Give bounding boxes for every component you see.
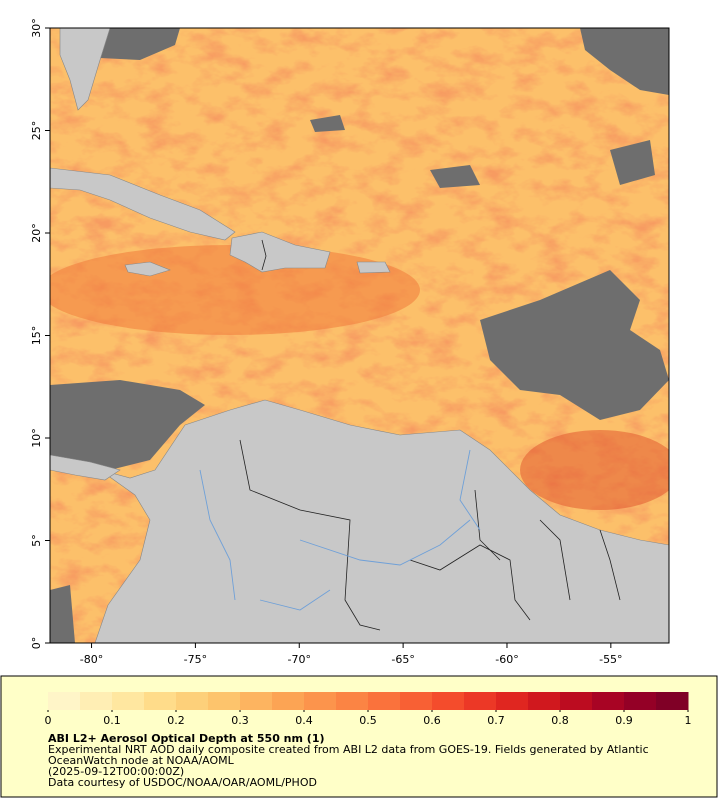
x-tick-label: -80° [80, 653, 103, 666]
colorbar-swatch [240, 692, 273, 710]
y-tick-label: 30° [30, 18, 43, 38]
aod-plume [520, 430, 669, 510]
x-tick-label: -55° [599, 653, 622, 666]
clouds [50, 28, 669, 643]
colorbar-swatch [656, 692, 689, 710]
y-tick-label: 25° [30, 121, 43, 141]
caption-line: Data courtesy of USDOC/NOAA/OAR/AOML/PHO… [48, 776, 317, 789]
y-tick-label: 15° [30, 326, 43, 346]
colorbar-swatch [272, 692, 305, 710]
y-tick-label: 5° [30, 534, 43, 547]
colorbar-tick-label: 0.5 [359, 714, 377, 727]
rivers [199, 449, 481, 611]
colorbar-tick-label: 0.8 [551, 714, 569, 727]
colorbar-swatch [400, 692, 433, 710]
colorbar-swatch [144, 692, 177, 710]
colorbar-tick-label: 0.6 [423, 714, 441, 727]
colorbar-swatch [176, 692, 209, 710]
borders [239, 239, 621, 631]
colorbar-tick-label: 0.7 [487, 714, 505, 727]
colorbar-swatch [80, 692, 113, 710]
caption-line: OceanWatch node at NOAA/AOML [48, 754, 235, 767]
x-tick-label: -60° [495, 653, 518, 666]
colorbar-tick-label: 0.1 [103, 714, 121, 727]
x-tick-label: -70° [288, 653, 311, 666]
caption-line: (2025-09-12T00:00:00Z) [48, 765, 184, 778]
x-tick-label: -75° [184, 653, 207, 666]
y-tick-label: 10° [30, 428, 43, 448]
colorbar-swatch [208, 692, 241, 710]
caption-title: ABI L2+ Aerosol Optical Depth at 550 nm … [48, 732, 325, 745]
colorbar-swatch [464, 692, 497, 710]
colorbar-tick-label: 0.3 [231, 714, 249, 727]
land [50, 28, 669, 643]
colorbar-swatch [48, 692, 81, 710]
colorbar-swatch [592, 692, 625, 710]
colorbar-tick-label: 0 [45, 714, 52, 727]
colorbar-swatch [496, 692, 529, 710]
colorbar-swatch [560, 692, 593, 710]
colorbar-swatch [528, 692, 561, 710]
map-image [50, 28, 669, 643]
colorbar-swatch [624, 692, 657, 710]
colorbar-tick-label: 1 [685, 714, 692, 727]
colorbar-swatch [112, 692, 145, 710]
colorbar-swatch [432, 692, 465, 710]
colorbar-swatch [368, 692, 401, 710]
x-tick-label: -65° [391, 653, 414, 666]
colorbar-tick-label: 0.4 [295, 714, 313, 727]
y-tick-label: 20° [30, 223, 43, 243]
caption-line: Experimental NRT AOD daily composite cre… [48, 743, 649, 756]
colorbar-swatch [304, 692, 337, 710]
aod-plume [50, 245, 420, 335]
y-tick-label: 0° [30, 637, 43, 650]
colorbar-swatch [336, 692, 369, 710]
colorbar-tick-label: 0.9 [615, 714, 633, 727]
colorbar-tick-label: 0.2 [167, 714, 185, 727]
